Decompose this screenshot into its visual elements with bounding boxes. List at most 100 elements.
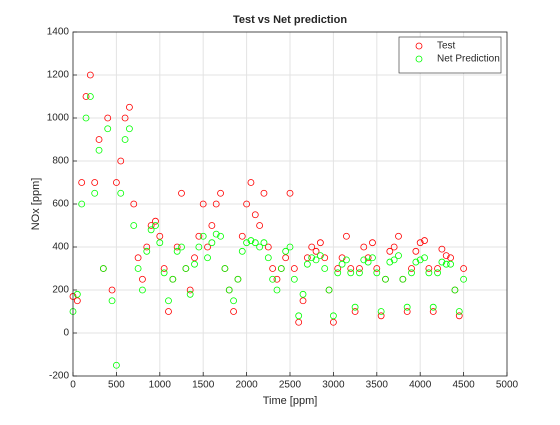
point xyxy=(286,243,294,251)
point xyxy=(390,243,398,251)
point xyxy=(303,260,311,268)
point xyxy=(343,232,350,240)
point xyxy=(126,125,133,133)
point xyxy=(173,243,181,251)
point xyxy=(343,256,350,264)
point xyxy=(165,297,172,305)
point xyxy=(455,308,463,315)
point xyxy=(277,265,285,272)
y-tick-label: 800 xyxy=(52,156,69,167)
point xyxy=(78,179,86,186)
point xyxy=(269,275,277,283)
point xyxy=(113,179,120,186)
point xyxy=(438,245,446,253)
point xyxy=(364,254,372,262)
point xyxy=(416,256,424,264)
point xyxy=(117,157,125,165)
point xyxy=(286,189,294,197)
point xyxy=(126,103,133,111)
point xyxy=(295,318,303,326)
point xyxy=(390,256,398,264)
point xyxy=(269,265,277,272)
point xyxy=(152,217,159,225)
point xyxy=(382,275,389,283)
point xyxy=(212,200,220,208)
point xyxy=(442,252,450,260)
x-tick-label: 1500 xyxy=(192,380,215,391)
point xyxy=(208,222,216,229)
point xyxy=(299,290,307,298)
y-tick-label: 200 xyxy=(52,285,69,296)
point xyxy=(247,179,255,186)
point xyxy=(234,275,242,283)
point xyxy=(160,269,168,277)
point xyxy=(395,232,402,240)
point xyxy=(212,230,220,238)
point xyxy=(312,256,320,264)
point xyxy=(191,260,198,268)
point xyxy=(230,308,237,315)
point xyxy=(251,239,259,247)
point xyxy=(143,247,151,255)
point xyxy=(395,252,402,260)
y-tick-label: -200 xyxy=(49,371,69,382)
point xyxy=(134,265,142,272)
point xyxy=(273,286,281,294)
point xyxy=(113,361,120,369)
point xyxy=(434,265,441,272)
point xyxy=(221,265,229,272)
point xyxy=(403,303,411,311)
point xyxy=(147,222,155,229)
point xyxy=(460,265,468,272)
point xyxy=(373,265,381,272)
point xyxy=(82,93,90,100)
point xyxy=(360,256,368,264)
point xyxy=(434,269,441,277)
point xyxy=(169,275,177,283)
legend-box xyxy=(398,36,502,74)
point xyxy=(95,146,103,154)
point xyxy=(134,254,142,262)
point xyxy=(195,232,203,240)
point xyxy=(204,254,211,262)
point xyxy=(152,222,159,229)
point xyxy=(208,239,216,247)
point xyxy=(73,290,81,298)
point xyxy=(316,252,324,260)
y-tick-label: 600 xyxy=(52,199,69,210)
point xyxy=(243,200,251,208)
point xyxy=(204,243,211,251)
y-tick-label: 1400 xyxy=(47,27,70,38)
point xyxy=(364,258,372,266)
point xyxy=(251,211,259,219)
point xyxy=(412,247,420,255)
point xyxy=(329,312,337,320)
point xyxy=(429,308,437,315)
chart-title: Test vs Net prediction xyxy=(233,14,347,26)
point xyxy=(99,265,107,272)
point xyxy=(82,114,90,122)
point xyxy=(121,114,129,122)
x-axis-label: Time [ppm] xyxy=(263,395,318,407)
legend-marker xyxy=(415,42,423,50)
point xyxy=(238,232,246,240)
point xyxy=(316,239,324,247)
point xyxy=(243,239,251,247)
point xyxy=(156,232,164,240)
point xyxy=(290,265,298,272)
point xyxy=(156,239,164,247)
point xyxy=(377,308,385,315)
point xyxy=(217,189,224,197)
point xyxy=(408,265,415,272)
y-tick-label: 1200 xyxy=(47,70,70,81)
point xyxy=(264,254,272,262)
point xyxy=(130,200,138,208)
point xyxy=(264,243,272,251)
point xyxy=(373,269,381,277)
x-tick-label: 2500 xyxy=(279,380,302,391)
point xyxy=(360,243,368,251)
point xyxy=(108,297,116,305)
point xyxy=(191,254,198,262)
x-tick-label: 3000 xyxy=(322,380,345,391)
